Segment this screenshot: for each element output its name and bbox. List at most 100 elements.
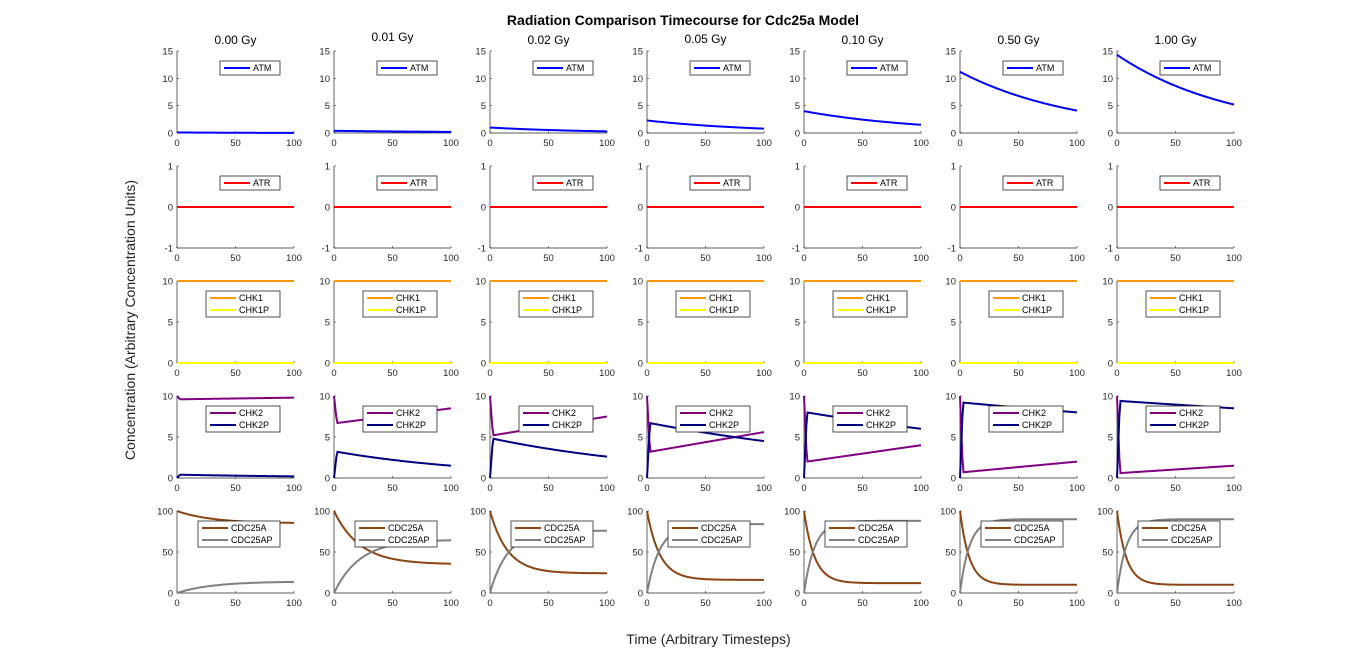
legend: ATM — [376, 60, 438, 76]
legend-label: CHK2 — [239, 408, 263, 418]
x-tick-label: 0 — [1114, 138, 1119, 149]
y-tick-label: 100 — [157, 507, 173, 518]
x-tick-label: 100 — [1226, 253, 1242, 264]
series-line-chk2 — [959, 395, 1078, 474]
y-tick-label: 0 — [951, 203, 956, 214]
legend: CHK2 CHK2P — [1145, 405, 1221, 433]
legend-label: ATR — [1193, 178, 1211, 188]
x-tick-label: 50 — [387, 483, 398, 494]
y-tick-label: 50 — [319, 548, 330, 559]
y-tick-label: 1 — [168, 162, 173, 173]
y-tick-label: 10 — [162, 392, 173, 403]
x-tick-label: 50 — [543, 598, 554, 609]
column-title: 0.05 Gy — [684, 32, 726, 46]
y-tick-label: 15 — [162, 47, 173, 58]
x-tick-label: 50 — [700, 253, 711, 264]
legend-box — [362, 290, 438, 318]
legend: CHK1 CHK1P — [1145, 290, 1221, 318]
y-tick-label: 5 — [795, 433, 800, 444]
x-tick-label: 50 — [543, 368, 554, 379]
series-line-chk2 — [1116, 395, 1235, 475]
legend-label: CHK2 — [866, 408, 890, 418]
legend-box — [1137, 520, 1221, 548]
y-tick-label: 0 — [481, 203, 486, 214]
series-line-chk2 — [803, 395, 922, 463]
legend: ATR — [532, 175, 594, 191]
x-tick-label: 50 — [700, 138, 711, 149]
legend-label: CDC25AP — [858, 535, 900, 545]
y-tick-label: 0 — [1108, 129, 1113, 140]
subplot-atm-5: 0 5 10 15 0 50 100 ATM — [945, 47, 1085, 150]
x-tick-label: 50 — [387, 598, 398, 609]
y-tick-label: 0 — [638, 589, 643, 600]
x-tick-label: 0 — [801, 368, 806, 379]
x-tick-label: 100 — [443, 253, 459, 264]
subplot-cdc25a-4: 0 50 100 0 50 100 CDC25A CDC25AP — [784, 507, 929, 610]
legend-label: CHK1 — [552, 293, 576, 303]
x-tick-label: 0 — [957, 598, 962, 609]
subplot-atm-2: 0 5 10 15 0 50 100 ATM — [475, 47, 615, 150]
y-tick-label: 5 — [638, 101, 643, 112]
x-tick-label: 0 — [1114, 253, 1119, 264]
x-tick-label: 0 — [331, 253, 336, 264]
subplot-cdc25a-2: 0 50 100 0 50 100 CDC25A CDC25AP — [470, 507, 615, 610]
x-tick-label: 50 — [387, 138, 398, 149]
subplot-cdc25a-1: 0 50 100 0 50 100 CDC25A CDC25AP — [314, 507, 459, 610]
legend-box — [980, 520, 1064, 548]
series-line-atm — [959, 70, 1078, 112]
x-tick-label: 0 — [487, 483, 492, 494]
y-tick-label: 0 — [638, 359, 643, 370]
legend-label: ATR — [410, 178, 428, 188]
legend-label: CDC25AP — [388, 535, 430, 545]
y-tick-label: 5 — [638, 433, 643, 444]
series-line-cdc25ap — [176, 580, 295, 594]
x-tick-label: 50 — [543, 138, 554, 149]
y-tick-label: 100 — [627, 507, 643, 518]
x-tick-label: 50 — [1013, 483, 1024, 494]
y-tick-label: 50 — [475, 548, 486, 559]
legend-label: ATM — [253, 63, 271, 73]
legend: ATR — [1002, 175, 1064, 191]
legend-label: CHK1 — [866, 293, 890, 303]
legend-label: ATM — [566, 63, 584, 73]
legend-box — [518, 405, 594, 433]
y-tick-label: 50 — [1102, 548, 1113, 559]
series-line-chk2p — [333, 450, 452, 479]
y-tick-label: 5 — [168, 433, 173, 444]
x-tick-label: 100 — [1069, 483, 1085, 494]
x-tick-label: 0 — [487, 368, 492, 379]
series-line-cdc25a — [333, 510, 452, 565]
subplot-cdc25a-3: 0 50 100 0 50 100 CDC25A CDC25AP — [627, 507, 772, 610]
y-tick-label: -1 — [322, 244, 330, 255]
y-tick-label: 5 — [481, 318, 486, 329]
x-tick-label: 100 — [913, 253, 929, 264]
x-tick-label: 100 — [913, 598, 929, 609]
column-title: 0.02 Gy — [527, 33, 569, 47]
legend-box — [832, 405, 908, 433]
y-tick-label: 10 — [789, 74, 800, 85]
y-tick-label: 5 — [951, 433, 956, 444]
y-tick-label: 0 — [1108, 474, 1113, 485]
legend-label: CHK2P — [709, 420, 739, 430]
y-tick-label: 0 — [1108, 203, 1113, 214]
x-tick-label: 50 — [1013, 368, 1024, 379]
legend-box — [362, 405, 438, 433]
series-line-atm — [1116, 53, 1235, 106]
y-tick-label: 1 — [1108, 162, 1113, 173]
y-tick-label: 10 — [789, 277, 800, 288]
y-tick-label: 10 — [1102, 74, 1113, 85]
y-tick-label: -1 — [948, 244, 956, 255]
legend: ATR — [376, 175, 438, 191]
y-tick-label: 5 — [951, 318, 956, 329]
legend-box — [518, 290, 594, 318]
